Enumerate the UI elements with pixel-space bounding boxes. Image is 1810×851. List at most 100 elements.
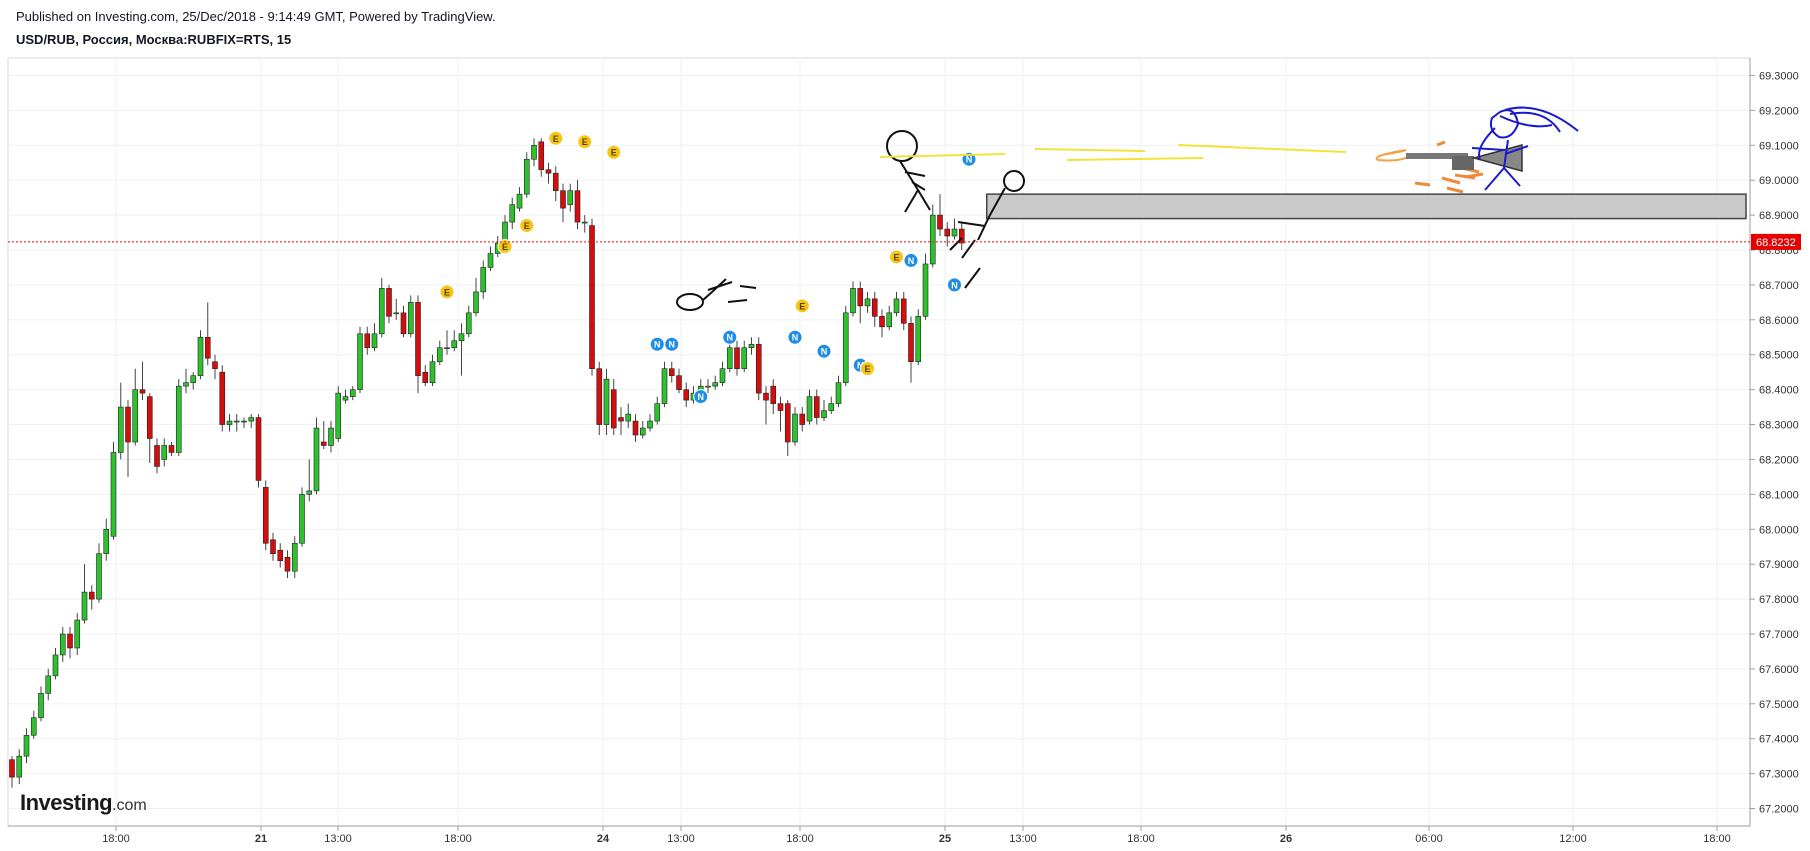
candle-up — [59, 633, 66, 656]
earnings-event-badge: E — [889, 249, 904, 265]
candle — [937, 194, 943, 237]
candle — [59, 627, 66, 662]
candle-up — [929, 214, 936, 265]
candle — [320, 421, 327, 449]
candle-down — [212, 361, 218, 369]
candle — [516, 187, 523, 212]
x-tick-label: 12:00 — [1559, 833, 1587, 845]
x-tick-label: 18:00 — [1127, 833, 1155, 845]
candle — [378, 277, 385, 338]
candle — [821, 400, 827, 422]
y-tick-label: 67.8000 — [1759, 594, 1799, 606]
y-tick-label: 69.2000 — [1759, 105, 1799, 117]
event-badge-letter: N — [966, 155, 973, 165]
x-tick-label: 25 — [939, 833, 951, 845]
candle-up — [886, 312, 893, 328]
candle — [415, 295, 421, 394]
candle — [52, 647, 59, 680]
candle-up — [647, 420, 653, 429]
candle-down — [574, 190, 581, 223]
candle-up — [726, 347, 733, 369]
candle-up — [473, 291, 479, 314]
candle-down — [763, 392, 769, 401]
candle — [632, 414, 639, 442]
x-tick-label: 13:00 — [667, 833, 695, 845]
logo-wordmark: Investing — [20, 790, 113, 815]
candle-up — [451, 340, 458, 349]
candle — [161, 438, 168, 467]
earnings-event-badge: E — [548, 130, 564, 146]
x-tick-label: 13:00 — [324, 833, 352, 845]
candle — [625, 403, 632, 429]
candle-down — [146, 396, 153, 439]
y-tick-label: 68.1000 — [1759, 489, 1799, 501]
candle-down — [386, 288, 392, 317]
candle-down — [944, 228, 951, 237]
candle — [349, 386, 356, 401]
logo-suffix: .com — [112, 797, 147, 814]
event-badge-circle — [577, 134, 593, 150]
candle-up — [835, 382, 842, 404]
candle-down — [908, 323, 914, 363]
candle-up — [487, 253, 494, 268]
candle — [226, 414, 233, 432]
event-badge-letter: E — [582, 137, 588, 147]
candle-down — [560, 190, 566, 209]
candle-up — [299, 494, 305, 544]
symbol-title: USD/RUB, Россия, Москва:RUBFIX=RTS, 15 — [16, 32, 292, 47]
candle — [705, 379, 711, 394]
candle-down — [415, 302, 421, 376]
candle-up — [465, 312, 472, 335]
candle — [763, 386, 769, 425]
candle — [371, 323, 378, 352]
earnings-event-badge: E — [519, 218, 535, 234]
candle — [400, 305, 407, 338]
candle — [741, 340, 748, 373]
candle — [342, 389, 349, 404]
candle-up — [922, 263, 929, 317]
candle-up — [951, 228, 958, 237]
event-badge-letter: N — [698, 392, 705, 402]
y-tick-label: 67.4000 — [1759, 734, 1799, 746]
event-badge-letter: E — [444, 287, 450, 297]
candle-down — [937, 214, 943, 230]
candle — [806, 389, 813, 425]
candle — [197, 330, 204, 380]
candle — [277, 543, 284, 568]
candle — [38, 686, 44, 722]
candle-up — [444, 347, 450, 350]
candle — [67, 627, 73, 659]
y-tick-label: 68.3000 — [1759, 420, 1799, 432]
candle-up — [828, 403, 835, 411]
candle-down — [538, 141, 545, 171]
candle — [647, 414, 653, 432]
candle-up — [581, 221, 588, 224]
event-badge-letter: E — [553, 134, 559, 144]
y-tick-label: 67.9000 — [1759, 559, 1799, 571]
candle — [784, 400, 791, 456]
event-badge-circle — [889, 249, 904, 265]
candle — [560, 183, 566, 223]
candle — [538, 138, 545, 177]
y-tick-label: 68.5000 — [1759, 350, 1799, 362]
y-tick-label: 69.0000 — [1759, 175, 1799, 187]
candle-up — [436, 347, 443, 363]
event-badge-circle — [693, 389, 709, 405]
candle-up — [509, 204, 516, 223]
candle-down — [400, 312, 407, 335]
candle — [473, 277, 479, 317]
candle-down — [683, 389, 690, 401]
candle — [893, 291, 900, 317]
news-event-badge: N — [947, 277, 962, 293]
x-tick-label: 06:00 — [1415, 833, 1443, 845]
candle-up — [371, 333, 378, 349]
candle-up — [103, 528, 110, 555]
earnings-event-badge: E — [577, 134, 593, 150]
candle — [828, 396, 835, 415]
candle-down — [589, 225, 595, 369]
candle — [291, 536, 298, 579]
candle-down — [204, 336, 211, 359]
candle-up — [654, 403, 661, 422]
candle — [726, 340, 733, 373]
